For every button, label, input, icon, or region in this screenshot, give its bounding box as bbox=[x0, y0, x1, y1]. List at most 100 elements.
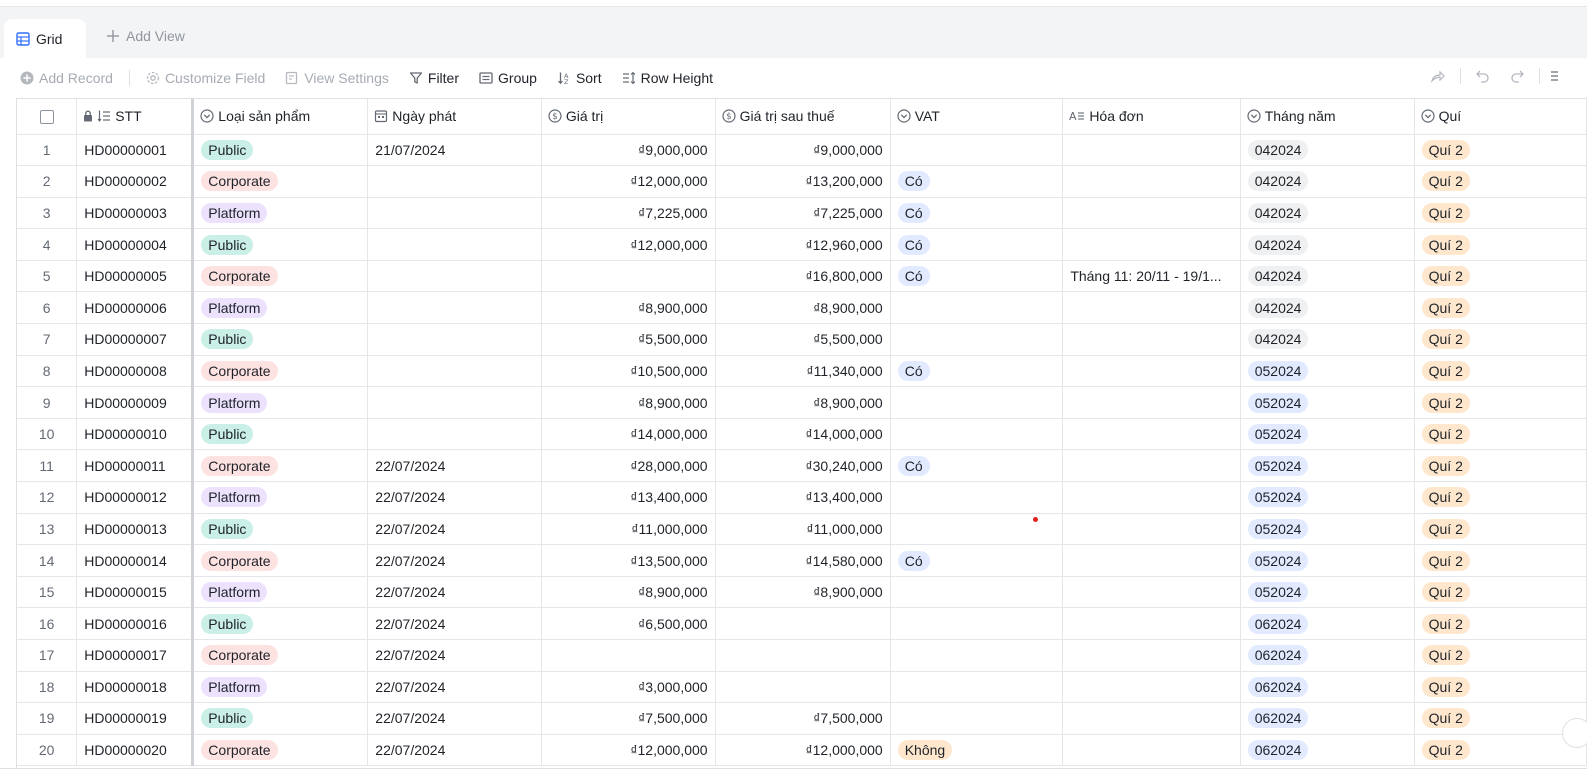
cell-loai[interactable]: Platform bbox=[192, 291, 369, 325]
cell-thang[interactable]: 062024 bbox=[1240, 671, 1415, 704]
cell-stt[interactable]: HD00000009 bbox=[76, 386, 195, 419]
customize-field-button[interactable]: Customize Field bbox=[146, 70, 265, 86]
cell-qui[interactable]: Quí 2 bbox=[1414, 197, 1587, 230]
cell-loai[interactable]: Corporate bbox=[192, 639, 369, 672]
cell-hoa[interactable] bbox=[1062, 513, 1241, 546]
cell-stt[interactable]: HD00000010 bbox=[76, 418, 195, 451]
table-row[interactable]: 12 HD00000012 Platform 22/07/2024 ₫13,400,00… bbox=[17, 481, 1587, 514]
cell-qui[interactable]: Quí 2 bbox=[1414, 323, 1587, 356]
cell-hoa[interactable] bbox=[1062, 355, 1241, 388]
cell-stt[interactable]: HD00000012 bbox=[76, 481, 195, 514]
cell-gia[interactable]: ₫12,000,000 bbox=[541, 165, 716, 198]
cell-n[interactable]: 5 bbox=[17, 260, 78, 293]
cell-stt[interactable]: HD00000001 bbox=[76, 134, 195, 167]
select-all-cell[interactable] bbox=[17, 99, 78, 135]
cell-n[interactable]: 20 bbox=[17, 734, 78, 767]
table-row[interactable]: 5 HD00000005 Corporate ₫16,800,000 Có Tháng 1… bbox=[17, 260, 1587, 293]
cell-qui[interactable]: Quí 2 bbox=[1414, 291, 1587, 325]
cell-hoa[interactable] bbox=[1062, 228, 1241, 261]
cell-vat[interactable] bbox=[890, 639, 1064, 672]
cell-loai[interactable]: Public bbox=[192, 323, 369, 356]
cell-qui[interactable]: Quí 2 bbox=[1414, 134, 1587, 167]
cell-thang[interactable]: 062024 bbox=[1240, 734, 1415, 767]
row-height-button[interactable]: Row Height bbox=[622, 70, 713, 86]
cell-hoa[interactable] bbox=[1062, 291, 1241, 325]
table-row[interactable]: 6 HD00000006 Platform ₫8,900,000 ₫8,900,000 0… bbox=[17, 291, 1587, 325]
column-header-stt[interactable]: STT bbox=[76, 99, 195, 135]
cell-gia[interactable]: ₫6,500,000 bbox=[541, 607, 716, 640]
cell-loai[interactable]: Public bbox=[192, 228, 369, 261]
cell-vat[interactable]: Có bbox=[890, 197, 1064, 230]
cell-qui[interactable]: Quí 2 bbox=[1414, 639, 1587, 672]
cell-n[interactable]: 14 bbox=[17, 544, 78, 577]
cell-hoa[interactable] bbox=[1062, 734, 1241, 767]
cell-sau[interactable]: ₫8,900,000 bbox=[715, 386, 891, 419]
cell-qui[interactable]: Quí 2 bbox=[1414, 671, 1587, 704]
cell-qui[interactable]: Quí 2 bbox=[1414, 418, 1587, 451]
table-row[interactable]: 4 HD00000004 Public ₫12,000,000 ₫12,960,000 C… bbox=[17, 228, 1587, 261]
cell-thang[interactable]: 042024 bbox=[1240, 260, 1415, 293]
cell-ngay[interactable] bbox=[367, 323, 542, 356]
cell-vat[interactable] bbox=[890, 386, 1064, 419]
table-row[interactable]: 11 HD00000011 Corporate 22/07/2024 ₫28,000,0… bbox=[17, 449, 1587, 483]
cell-stt[interactable]: HD00000014 bbox=[76, 544, 195, 577]
cell-vat[interactable] bbox=[890, 323, 1064, 356]
cell-n[interactable]: 11 bbox=[17, 449, 78, 483]
cell-gia[interactable] bbox=[541, 260, 716, 293]
cell-n[interactable]: 12 bbox=[17, 481, 78, 514]
cell-vat[interactable] bbox=[890, 576, 1064, 609]
column-header-qui[interactable]: Quí bbox=[1414, 99, 1587, 135]
cell-loai[interactable]: Platform bbox=[192, 576, 369, 609]
cell-loai[interactable]: Corporate bbox=[192, 449, 369, 483]
cell-sau[interactable]: ₫8,900,000 bbox=[715, 576, 891, 609]
cell-sau[interactable]: ₫30,240,000 bbox=[715, 449, 891, 483]
cell-qui[interactable]: Quí 2 bbox=[1414, 355, 1587, 388]
cell-loai[interactable]: Corporate bbox=[192, 355, 369, 388]
cell-ngay[interactable]: 22/07/2024 bbox=[367, 544, 542, 577]
cell-loai[interactable]: Corporate bbox=[192, 734, 369, 767]
cell-qui[interactable]: Quí 2 bbox=[1414, 481, 1587, 514]
cell-sau[interactable]: ₫13,200,000 bbox=[715, 165, 891, 198]
cell-sau[interactable]: ₫9,000,000 bbox=[715, 134, 891, 167]
cell-ngay[interactable]: 22/07/2024 bbox=[367, 449, 542, 483]
cell-gia[interactable]: ₫5,500,000 bbox=[541, 323, 716, 356]
cell-n[interactable]: 8 bbox=[17, 355, 78, 388]
cell-thang[interactable]: 042024 bbox=[1240, 197, 1415, 230]
table-row[interactable]: 3 HD00000003 Platform ₫7,225,000 ₫7,225,000 C… bbox=[17, 197, 1587, 230]
cell-thang[interactable]: 062024 bbox=[1240, 639, 1415, 672]
cell-ngay[interactable] bbox=[367, 197, 542, 230]
cell-hoa[interactable] bbox=[1062, 576, 1241, 609]
cell-n[interactable]: 4 bbox=[17, 228, 78, 261]
cell-stt[interactable]: HD00000003 bbox=[76, 197, 195, 230]
cell-gia[interactable]: ₫7,225,000 bbox=[541, 197, 716, 230]
cell-ngay[interactable]: 22/07/2024 bbox=[367, 513, 542, 546]
column-header-vat[interactable]: VAT bbox=[890, 99, 1064, 135]
cell-loai[interactable]: Platform bbox=[192, 481, 369, 514]
cell-sau[interactable]: ₫13,400,000 bbox=[715, 481, 891, 514]
cell-vat[interactable] bbox=[890, 607, 1064, 640]
cell-loai[interactable]: Public bbox=[192, 607, 369, 640]
cell-ngay[interactable]: 22/07/2024 bbox=[367, 702, 542, 735]
column-header-sau[interactable]: $ Giá trị sau thuế bbox=[715, 99, 891, 135]
add-record-button[interactable]: Add Record bbox=[20, 70, 113, 86]
cell-vat[interactable] bbox=[890, 134, 1064, 167]
cell-stt[interactable]: HD00000008 bbox=[76, 355, 195, 388]
table-row[interactable]: 14 HD00000014 Corporate 22/07/2024 ₫13,500,0… bbox=[17, 544, 1587, 577]
cell-qui[interactable]: Quí 2 bbox=[1414, 607, 1587, 640]
cell-sau[interactable]: ₫14,580,000 bbox=[715, 544, 891, 577]
cell-qui[interactable]: Quí 2 bbox=[1414, 513, 1587, 546]
cell-thang[interactable]: 042024 bbox=[1240, 134, 1415, 167]
cell-sau[interactable] bbox=[715, 671, 891, 704]
cell-vat[interactable]: Có bbox=[890, 544, 1064, 577]
more-icon[interactable] bbox=[1550, 68, 1558, 84]
column-header-loai[interactable]: Loại sản phẩm bbox=[192, 99, 369, 135]
cell-gia[interactable]: ₫9,000,000 bbox=[541, 134, 716, 167]
cell-thang[interactable]: 052024 bbox=[1240, 481, 1415, 514]
cell-hoa[interactable] bbox=[1062, 671, 1241, 704]
cell-ngay[interactable] bbox=[367, 260, 542, 293]
table-row[interactable]: 8 HD00000008 Corporate ₫10,500,000 ₫11,340,0… bbox=[17, 355, 1587, 388]
cell-hoa[interactable] bbox=[1062, 702, 1241, 735]
cell-sau[interactable]: ₫12,000,000 bbox=[715, 734, 891, 767]
cell-thang[interactable]: 042024 bbox=[1240, 228, 1415, 261]
cell-vat[interactable] bbox=[890, 481, 1064, 514]
